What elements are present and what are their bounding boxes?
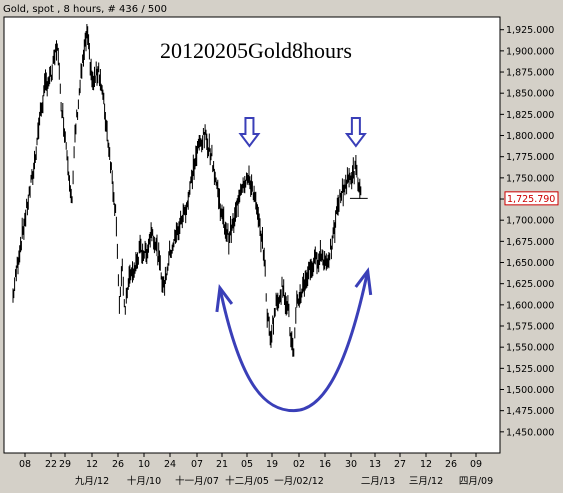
x-tick-label: 05 <box>241 459 253 470</box>
y-tick-label: 1,550.000 <box>506 343 554 354</box>
x-tick-label: 26 <box>112 459 124 470</box>
x-month-label: 四月/09 <box>459 476 493 487</box>
x-tick-label: 13 <box>369 459 381 470</box>
x-month-label: 一月/02/12 <box>274 476 324 487</box>
y-tick-label: 1,775.000 <box>506 152 554 163</box>
y-tick-label: 1,625.000 <box>506 279 554 290</box>
x-month-label: 二月/13 <box>361 476 395 487</box>
last-price-label: 1,725.790 <box>507 194 555 205</box>
x-tick-label: 09 <box>470 459 482 470</box>
x-tick-label: 22 <box>45 459 57 470</box>
last-price-box <box>504 191 559 206</box>
x-tick-label: 19 <box>266 459 278 470</box>
y-tick-label: 1,925.000 <box>506 25 554 36</box>
y-axis: 1,450.000 1,475.000 1,500.000 1,525.000 1,55… <box>500 25 554 438</box>
x-tick-label: 30 <box>345 459 357 470</box>
y-tick-label: 1,575.000 <box>506 322 554 333</box>
x-tick-label: 07 <box>191 459 203 470</box>
last-price-marker: 1,725.790 <box>349 191 559 206</box>
x-tick-label: 24 <box>164 459 176 470</box>
y-tick-label: 1,650.000 <box>506 258 554 269</box>
y-tick-label: 1,525.000 <box>506 364 554 375</box>
x-axis: 08 22 29 12 26 10 24 07 21 05 19 02 16 30 13 27 12 26 09 九月… <box>19 453 493 487</box>
x-month-label: 十二月/05 <box>225 475 269 487</box>
y-tick-label: 1,500.000 <box>506 385 554 396</box>
x-tick-label: 27 <box>394 459 406 470</box>
x-tick-label: 21 <box>216 459 228 470</box>
x-month-label: 十一月/07 <box>175 475 219 487</box>
x-month-label: 三月/12 <box>409 476 443 487</box>
plot-area <box>3 16 501 454</box>
chart-header: Gold, spot , 8 hours, # 436 / 500 <box>3 4 167 15</box>
x-tick-label: 16 <box>319 459 331 470</box>
arrow-down-annotation <box>344 116 367 148</box>
y-tick-label: 1,475.000 <box>506 406 554 417</box>
x-tick-label: 08 <box>19 459 31 470</box>
y-tick-label: 1,750.000 <box>506 173 554 184</box>
x-tick-label: 02 <box>293 459 305 470</box>
annotations <box>215 116 373 413</box>
x-tick-label: 29 <box>59 459 71 470</box>
x-tick-label: 12 <box>86 459 98 470</box>
u-curve-annotation <box>218 270 370 413</box>
y-tick-label: 1,800.000 <box>506 131 554 142</box>
x-tick-label: 26 <box>445 459 457 470</box>
x-tick-label: 10 <box>138 459 150 470</box>
y-tick-label: 1,875.000 <box>506 68 554 79</box>
y-tick-label: 1,850.000 <box>506 89 554 100</box>
price-bars <box>12 24 362 357</box>
u-curve-right-arrowhead <box>354 267 373 296</box>
chart-title: 20120205Gold8hours <box>160 38 352 63</box>
x-month-label: 十月/10 <box>127 475 161 487</box>
price-series <box>12 24 362 357</box>
y-tick-label: 1,700.000 <box>506 216 554 227</box>
y-tick-label: 1,825.000 <box>506 110 554 121</box>
x-tick-label: 12 <box>420 459 432 470</box>
y-tick-label: 1,900.000 <box>506 46 554 57</box>
u-curve-left-arrowhead <box>215 284 234 313</box>
y-tick-label: 1,675.000 <box>506 237 554 248</box>
arrow-down-annotation <box>238 116 261 148</box>
y-tick-label: 1,450.000 <box>506 427 554 438</box>
y-tick-label: 1,600.000 <box>506 300 554 311</box>
x-month-label: 九月/12 <box>75 475 109 487</box>
